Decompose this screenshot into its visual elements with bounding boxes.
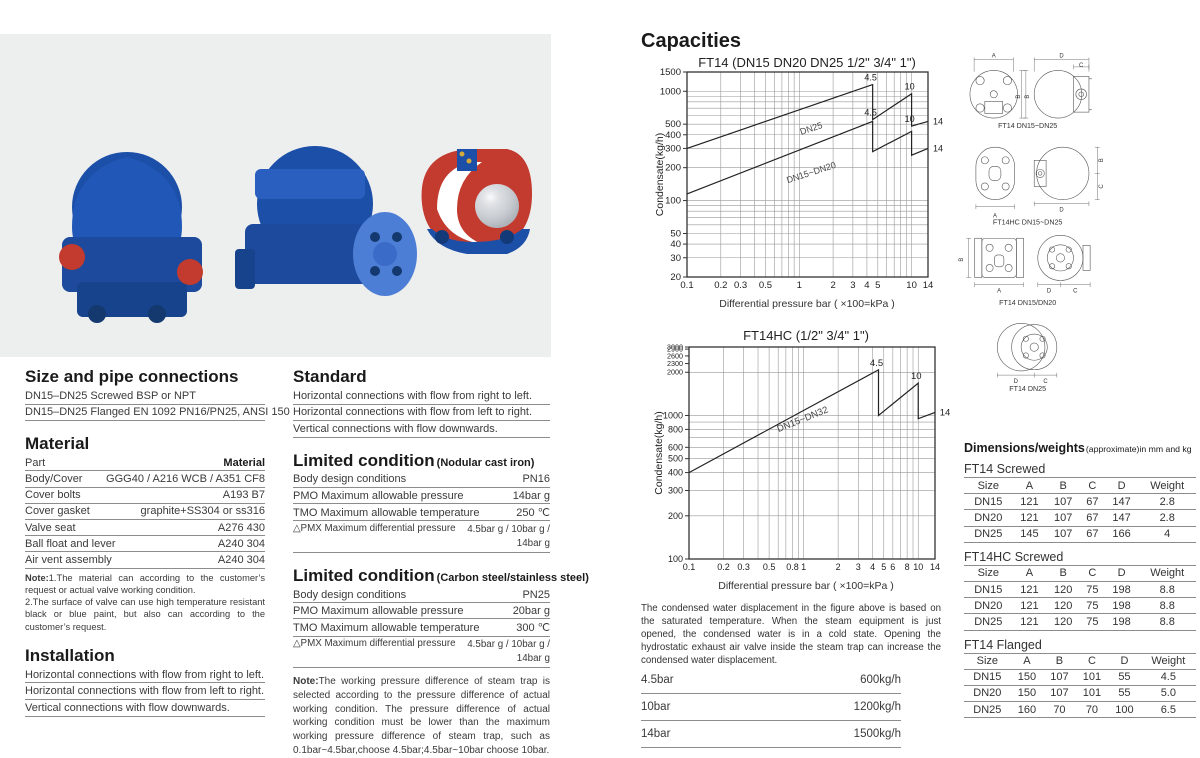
svg-text:1000: 1000 xyxy=(663,410,683,420)
svg-text:400: 400 xyxy=(665,130,681,141)
svg-text:3000: 3000 xyxy=(667,342,683,351)
svg-text:300: 300 xyxy=(665,143,681,154)
svg-text:C: C xyxy=(1043,379,1048,385)
svg-text:DN25: DN25 xyxy=(799,120,824,137)
svg-text:10: 10 xyxy=(905,114,915,124)
svg-text:D: D xyxy=(1059,53,1063,59)
svg-text:B: B xyxy=(959,258,965,262)
svg-text:0.1: 0.1 xyxy=(680,280,693,291)
svg-text:1500: 1500 xyxy=(660,67,681,78)
svg-text:10: 10 xyxy=(906,280,917,291)
svg-text:2: 2 xyxy=(830,280,835,291)
svg-text:FT14 DN15/DN20: FT14 DN15/DN20 xyxy=(999,299,1056,307)
svg-text:5: 5 xyxy=(881,562,886,572)
svg-text:800: 800 xyxy=(668,424,683,434)
svg-text:0.3: 0.3 xyxy=(737,562,750,572)
svg-text:0.5: 0.5 xyxy=(759,280,772,291)
svg-text:4: 4 xyxy=(864,280,869,291)
svg-text:5: 5 xyxy=(875,280,880,291)
svg-text:500: 500 xyxy=(665,119,681,130)
svg-text:FT14HC DN15~DN25: FT14HC DN15~DN25 xyxy=(993,219,1063,227)
svg-text:A: A xyxy=(992,53,996,59)
svg-text:14: 14 xyxy=(940,407,951,418)
svg-text:B: B xyxy=(1016,95,1022,99)
svg-text:14: 14 xyxy=(933,143,943,153)
svg-text:40: 40 xyxy=(670,239,681,250)
svg-text:D: D xyxy=(1047,288,1051,294)
svg-text:10: 10 xyxy=(911,371,922,382)
svg-text:14: 14 xyxy=(923,280,934,291)
svg-text:4.5: 4.5 xyxy=(864,73,877,83)
svg-text:3: 3 xyxy=(850,280,855,291)
svg-text:Condensate(kg/h): Condensate(kg/h) xyxy=(653,411,665,494)
svg-text:D: D xyxy=(1059,207,1063,213)
svg-text:10: 10 xyxy=(905,82,915,92)
svg-text:30: 30 xyxy=(670,253,681,264)
svg-text:14: 14 xyxy=(933,116,943,126)
svg-text:C: C xyxy=(1073,288,1078,294)
svg-text:1000: 1000 xyxy=(660,86,681,97)
svg-text:3: 3 xyxy=(856,562,861,572)
svg-text:0.2: 0.2 xyxy=(717,562,730,572)
svg-text:C: C xyxy=(1079,63,1084,69)
svg-text:10: 10 xyxy=(913,562,923,572)
svg-text:200: 200 xyxy=(668,511,683,521)
svg-text:D: D xyxy=(1014,379,1018,385)
svg-text:200: 200 xyxy=(665,163,681,174)
svg-text:0.8: 0.8 xyxy=(786,562,799,572)
svg-text:0.2: 0.2 xyxy=(714,280,727,291)
svg-text:A: A xyxy=(997,288,1001,294)
svg-text:600: 600 xyxy=(668,442,683,452)
svg-text:DN15~DN32: DN15~DN32 xyxy=(776,404,830,434)
svg-text:0.3: 0.3 xyxy=(734,280,747,291)
svg-text:6: 6 xyxy=(890,562,895,572)
svg-text:C: C xyxy=(1099,184,1105,189)
svg-text:300: 300 xyxy=(668,486,683,496)
svg-text:500: 500 xyxy=(668,454,683,464)
svg-text:0.5: 0.5 xyxy=(763,562,776,572)
svg-text:100: 100 xyxy=(665,196,681,207)
svg-text:8: 8 xyxy=(905,562,910,572)
svg-text:0.1: 0.1 xyxy=(683,562,696,572)
svg-text:4.5: 4.5 xyxy=(864,108,877,118)
svg-text:Condensate(kg/h): Condensate(kg/h) xyxy=(654,133,666,216)
svg-text:2000: 2000 xyxy=(667,368,683,377)
svg-text:1: 1 xyxy=(797,280,802,291)
svg-text:4.5: 4.5 xyxy=(870,358,883,369)
svg-text:2: 2 xyxy=(836,562,841,572)
svg-text:FT14 DN15~DN25: FT14 DN15~DN25 xyxy=(998,122,1057,130)
svg-text:4: 4 xyxy=(870,562,875,572)
svg-text:100: 100 xyxy=(668,554,683,564)
svg-text:DN15~DN20: DN15~DN20 xyxy=(785,160,837,185)
svg-text:B: B xyxy=(1099,158,1105,162)
svg-text:50: 50 xyxy=(670,228,681,239)
svg-text:FT14 DN25: FT14 DN25 xyxy=(1009,385,1046,393)
svg-text:14: 14 xyxy=(930,562,940,572)
svg-text:400: 400 xyxy=(668,468,683,478)
svg-text:1: 1 xyxy=(801,562,806,572)
